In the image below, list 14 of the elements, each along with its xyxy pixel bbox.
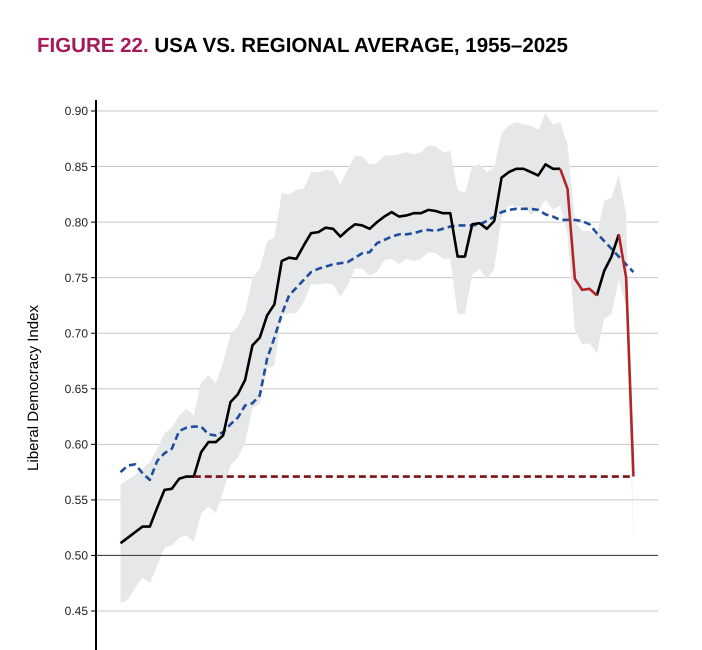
y-tick-label: 0.70 [64, 326, 88, 340]
y-axis-title: Liberal Democracy Index [25, 304, 42, 471]
y-tick-label: 0.50 [64, 548, 88, 563]
y-tick-label: 0.60 [64, 438, 88, 452]
y-tick-label: 0.85 [64, 160, 88, 174]
chart-title: USA VS. REGIONAL AVERAGE, 1955–2025 [154, 34, 568, 57]
caption: FIGURE 22. [37, 34, 154, 57]
y-tick-label: 0.55 [64, 493, 88, 508]
y-tick-label: 0.65 [64, 382, 88, 396]
y-tick-label: 0.75 [64, 270, 88, 285]
y-tick-label: 0.90 [64, 104, 88, 118]
line-series [119, 207, 635, 482]
y-tick-label: 0.45 [64, 604, 88, 618]
y-tick-label: 0.80 [64, 215, 88, 230]
